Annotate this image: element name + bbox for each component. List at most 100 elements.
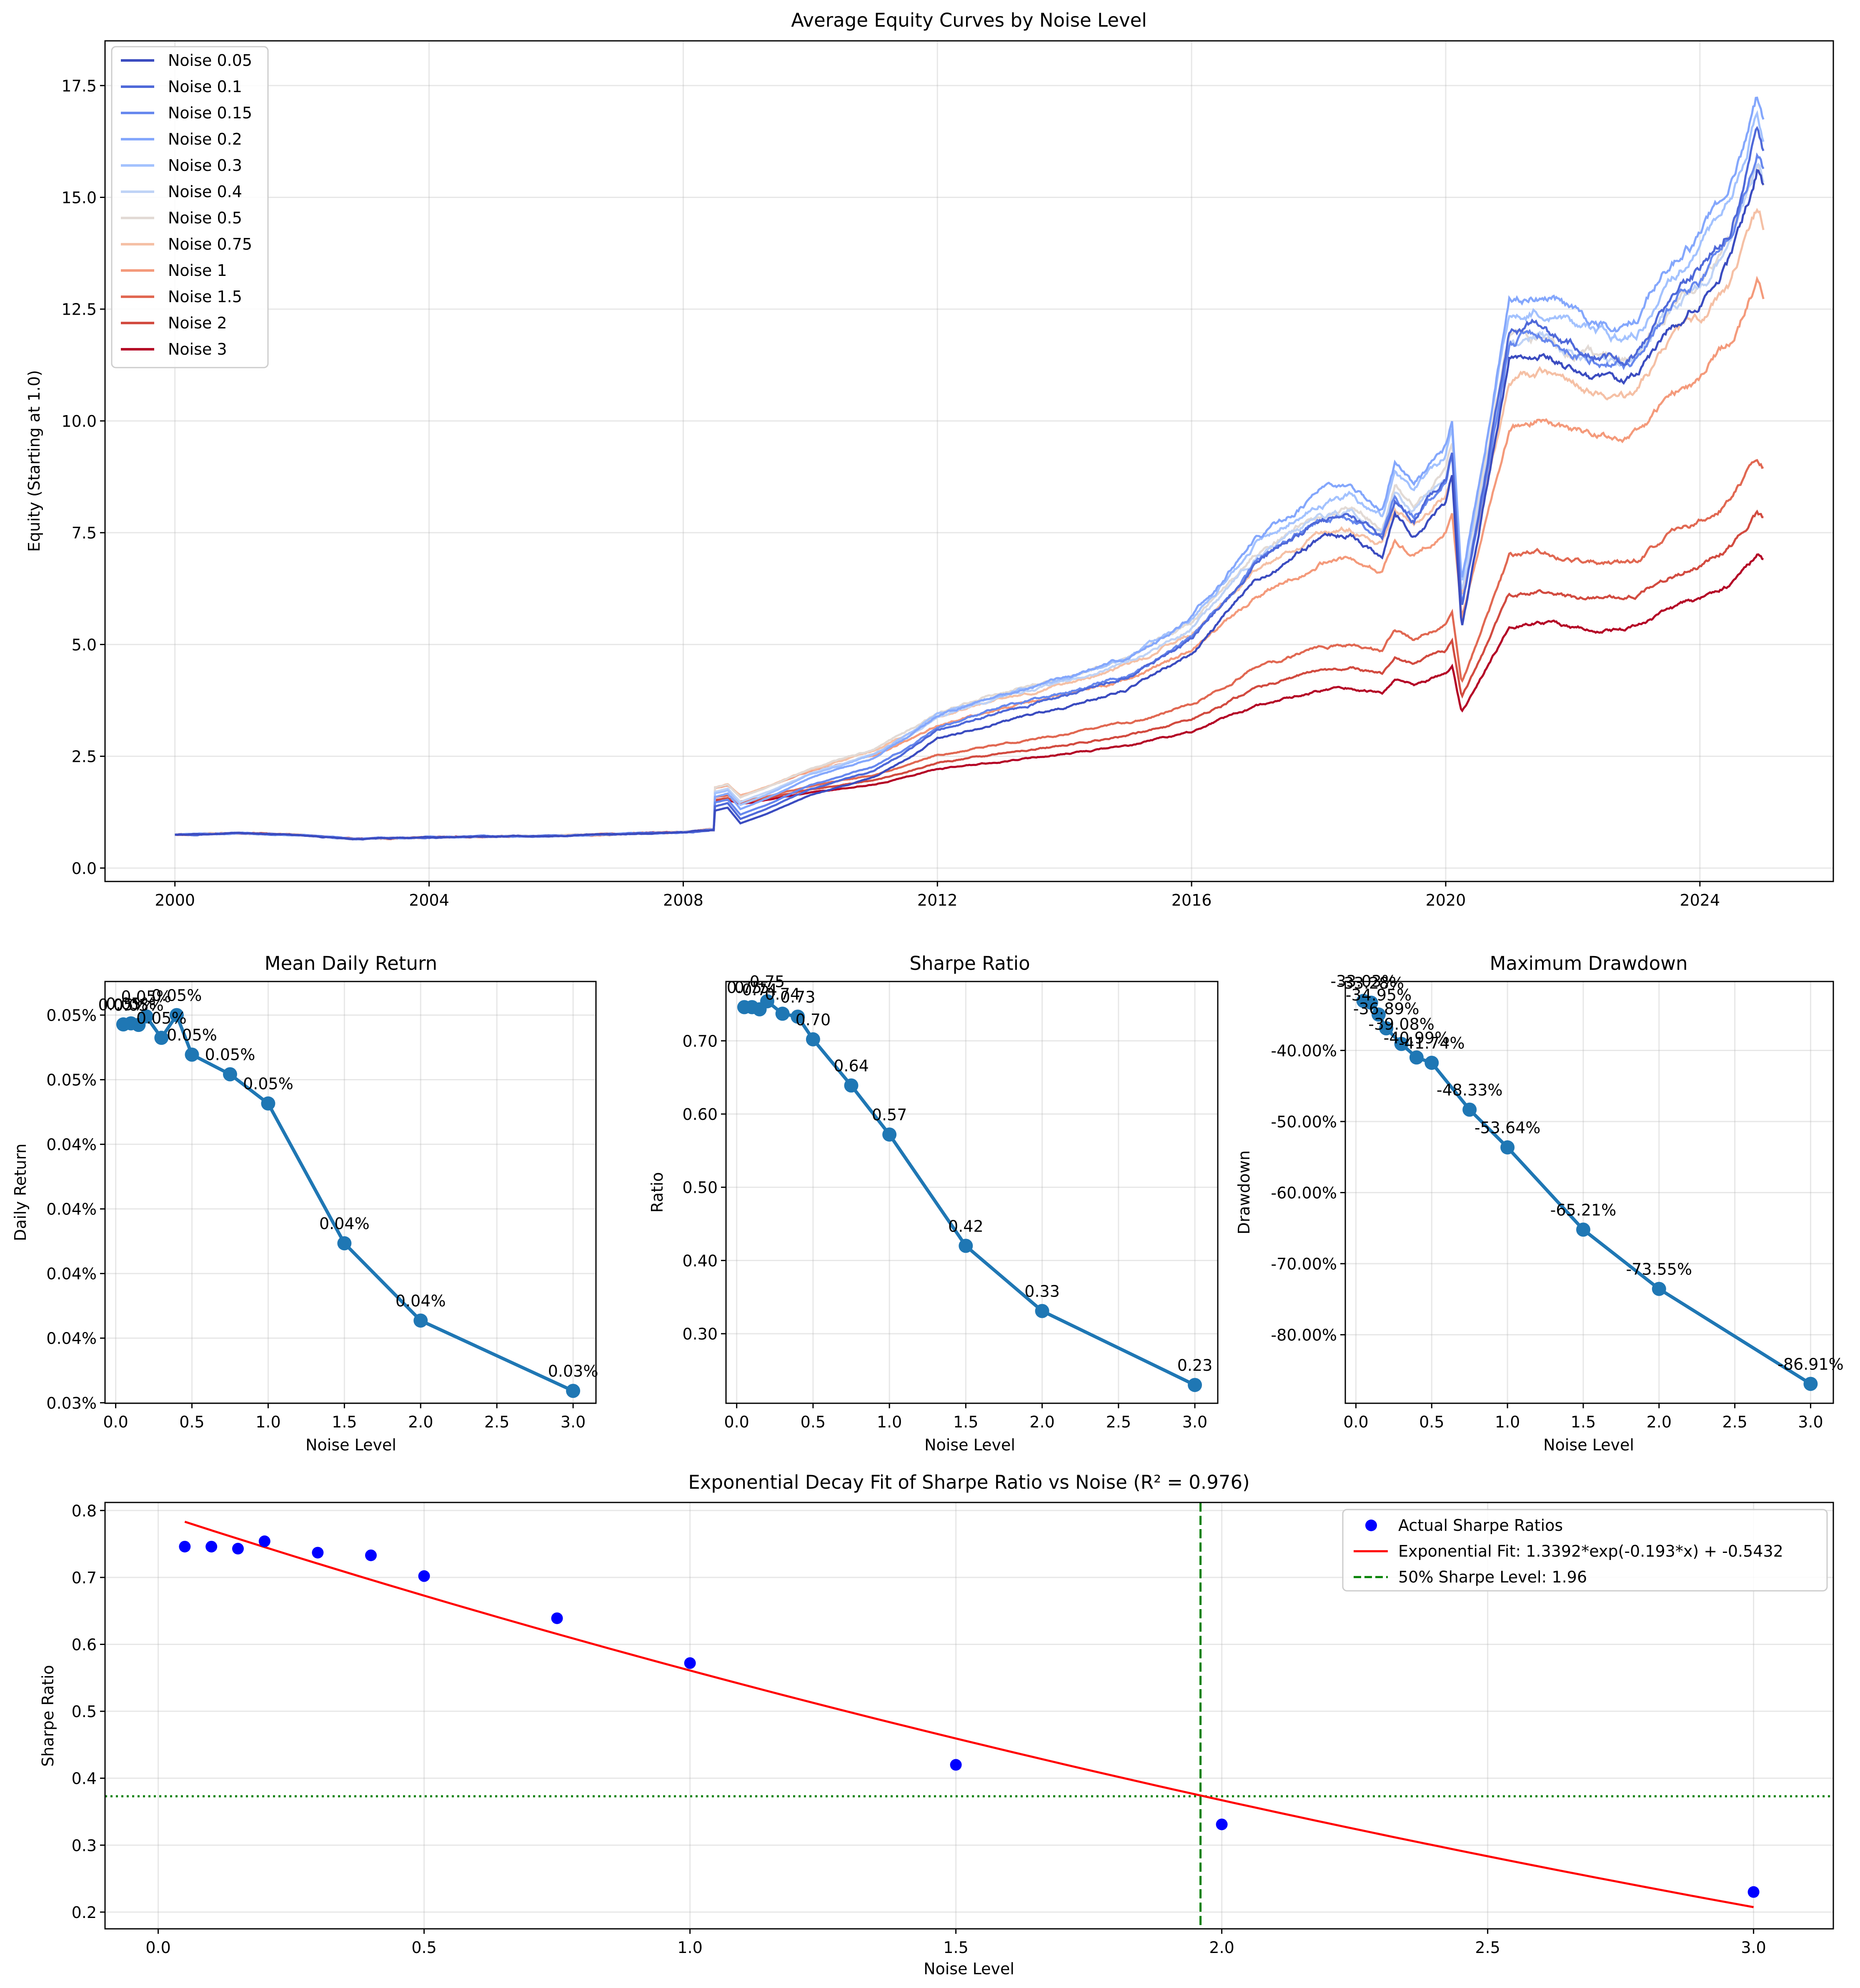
data-point-label: -48.33% [1437,1081,1503,1099]
legend-label: Noise 0.4 [168,183,242,201]
data-point-label: 0.03% [548,1362,598,1380]
x-tick-label: 1.0 [877,1413,902,1431]
x-tick-label: 3.0 [1741,1938,1766,1957]
x-tick-label: 0.5 [411,1938,436,1957]
x-tick-label: 2.0 [408,1413,433,1431]
y-tick-label: 0.03% [46,1394,97,1412]
data-point-label: 0.70 [796,1011,831,1029]
sharpe-point [312,1547,324,1559]
legend-label: Noise 0.05 [168,51,252,70]
equity-frame [104,40,1834,882]
legend-label: Noise 1 [168,261,227,280]
data-point [413,1313,428,1328]
legend-label: Noise 0.1 [168,78,242,96]
x-tick-label: 1.0 [1495,1413,1520,1431]
data-point [882,1127,897,1142]
legend-label: Exponential Fit: 1.3392*exp(-0.193*x) + … [1398,1542,1783,1560]
legend-label: Noise 3 [168,340,227,358]
sharpe-ratio-frame [725,981,1219,1404]
data-point [1372,1007,1386,1022]
x-tick-label: 0.0 [145,1938,170,1957]
data-point-label: -34.95% [1346,986,1412,1004]
sharpe-ratio-grid [726,981,1218,1403]
max-drawdown-point-labels: -33.03%-33.28%-34.95%-36.89%-39.08%-40.9… [1330,972,1843,1374]
equity-grid [105,41,1833,881]
x-tick-label: 2012 [917,891,958,909]
data-point-label: -39.08% [1368,1015,1434,1034]
equity-curve-noise-0-05 [175,169,1765,841]
x-tick-label: 2.5 [1722,1413,1747,1431]
legend-marker-points [1365,1520,1377,1531]
y-tick-label: 0.7 [72,1569,97,1587]
fit-y-label: Sharpe Ratio [39,1665,57,1767]
x-tick-label: 0.0 [724,1413,749,1431]
x-tick-label: 1.5 [1571,1413,1596,1431]
data-point [1576,1222,1590,1237]
x-tick-label: 0.0 [103,1413,128,1431]
data-point [223,1067,237,1082]
legend-label: Noise 1.5 [168,288,242,306]
fit-curve [184,1520,1754,1908]
data-point-label: 0.05% [113,996,164,1014]
y-tick-label: 0.0 [72,859,97,878]
x-tick-label: 2.0 [1647,1413,1672,1431]
x-tick-label: 2.5 [484,1413,509,1431]
y-tick-label: 5.0 [72,636,97,654]
data-point-label: 0.05% [152,986,202,1005]
data-point-label: 0.74 [742,981,777,999]
equity-y-label: Equity (Starting at 1.0) [25,370,43,552]
sharpe-ratio-title: Sharpe Ratio [909,952,1030,974]
equity-legend: Noise 0.05 Noise 0.1 Noise 0.15 Noise 0.2 No… [111,46,269,368]
y-tick-label: 0.04% [46,1200,97,1219]
y-tick-label: 0.04% [46,1265,97,1283]
x-tick-label: 2000 [155,891,195,909]
data-point-label: -86.91% [1777,1355,1844,1373]
data-point [1803,1377,1818,1391]
data-point [1364,995,1378,1010]
x-tick-label: 2.0 [1209,1938,1234,1957]
legend-label: Actual Sharpe Ratios [1398,1516,1563,1535]
equity-legend-box [111,46,269,368]
y-tick-label: 0.05% [46,1007,97,1025]
x-tick-label: 0.5 [801,1413,826,1431]
max-drawdown-grid [1345,981,1833,1403]
equity-series-group [175,96,1765,841]
max-drawdown-y-label: Drawdown [1235,1150,1253,1234]
y-tick-label: 0.8 [72,1502,97,1520]
data-point-label: 0.05% [205,1046,255,1064]
data-point [261,1096,275,1111]
x-tick-label: 2.5 [1475,1938,1500,1957]
max-drawdown-title: Maximum Drawdown [1490,952,1688,974]
data-point [1394,1037,1409,1051]
data-point-label: 0.73 [780,988,816,1006]
y-tick-label: 0.4 [72,1770,97,1788]
sharpe-point [418,1570,430,1582]
sharpe-point [1216,1818,1228,1830]
x-tick-label: 2024 [1680,891,1720,909]
data-point-label: 0.57 [872,1106,907,1124]
fit-legend-box [1342,1509,1828,1592]
legend-label: Noise 0.2 [168,130,242,148]
data-point-label: 0.05% [106,994,156,1013]
y-tick-label: 0.30 [682,1325,718,1343]
data-point [1500,1140,1515,1155]
mean-daily-return-title: Mean Daily Return [265,952,437,974]
data-point [1379,1021,1394,1036]
sharpe-point [1747,1886,1760,1898]
mean-daily-return-points [116,1008,581,1398]
legend-label: 50% Sharpe Level: 1.96 [1398,1568,1587,1586]
y-tick-label: 0.5 [72,1703,97,1721]
sharpe-point [551,1612,563,1624]
x-tick-label: 2016 [1172,891,1212,909]
fit-frame [104,1502,1834,1930]
sharpe-ratio-y-label: Ratio [648,1172,666,1213]
fit-lines-group [105,1502,1833,1929]
x-tick-label: 1.0 [255,1413,280,1431]
max-drawdown-chart: Maximum Drawdown -33.03%-33.28%-34.95%-3… [1235,952,1844,1454]
y-tick-label: -60.00% [1271,1184,1337,1202]
x-tick-label: 2008 [663,891,703,909]
data-point-label: 0.33 [1024,1282,1060,1301]
legend-label: Noise 0.15 [168,104,252,122]
legend-label: Noise 2 [168,314,227,332]
